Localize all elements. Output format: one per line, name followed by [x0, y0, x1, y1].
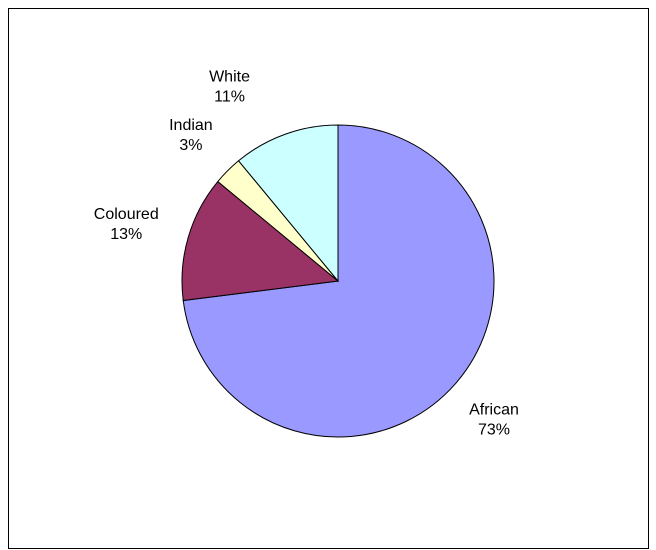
pie-label-name: African	[469, 402, 519, 419]
pie-label-name: White	[209, 68, 250, 85]
pie-slices	[181, 124, 495, 438]
pie-label-name: Indian	[169, 117, 213, 134]
pie-label-white: White 11%	[209, 68, 250, 105]
pie-slice-coloured	[181, 180, 340, 302]
pie-label-percent: 11%	[214, 88, 245, 105]
pie-label-percent: 13%	[110, 226, 142, 243]
pie-label-coloured: Coloured 13%	[94, 206, 159, 243]
pie-label-african: African 73%	[469, 402, 519, 439]
pie-label-indian: Indian 3%	[169, 117, 213, 154]
pie-label-percent: 73%	[478, 422, 510, 439]
pie-label-percent: 3%	[179, 137, 202, 154]
pie-slice-white	[237, 124, 339, 283]
pie-labels: African 73% Coloured 13% Indian 3% White 11%	[94, 68, 519, 438]
pie-label-name: Coloured	[94, 206, 159, 223]
